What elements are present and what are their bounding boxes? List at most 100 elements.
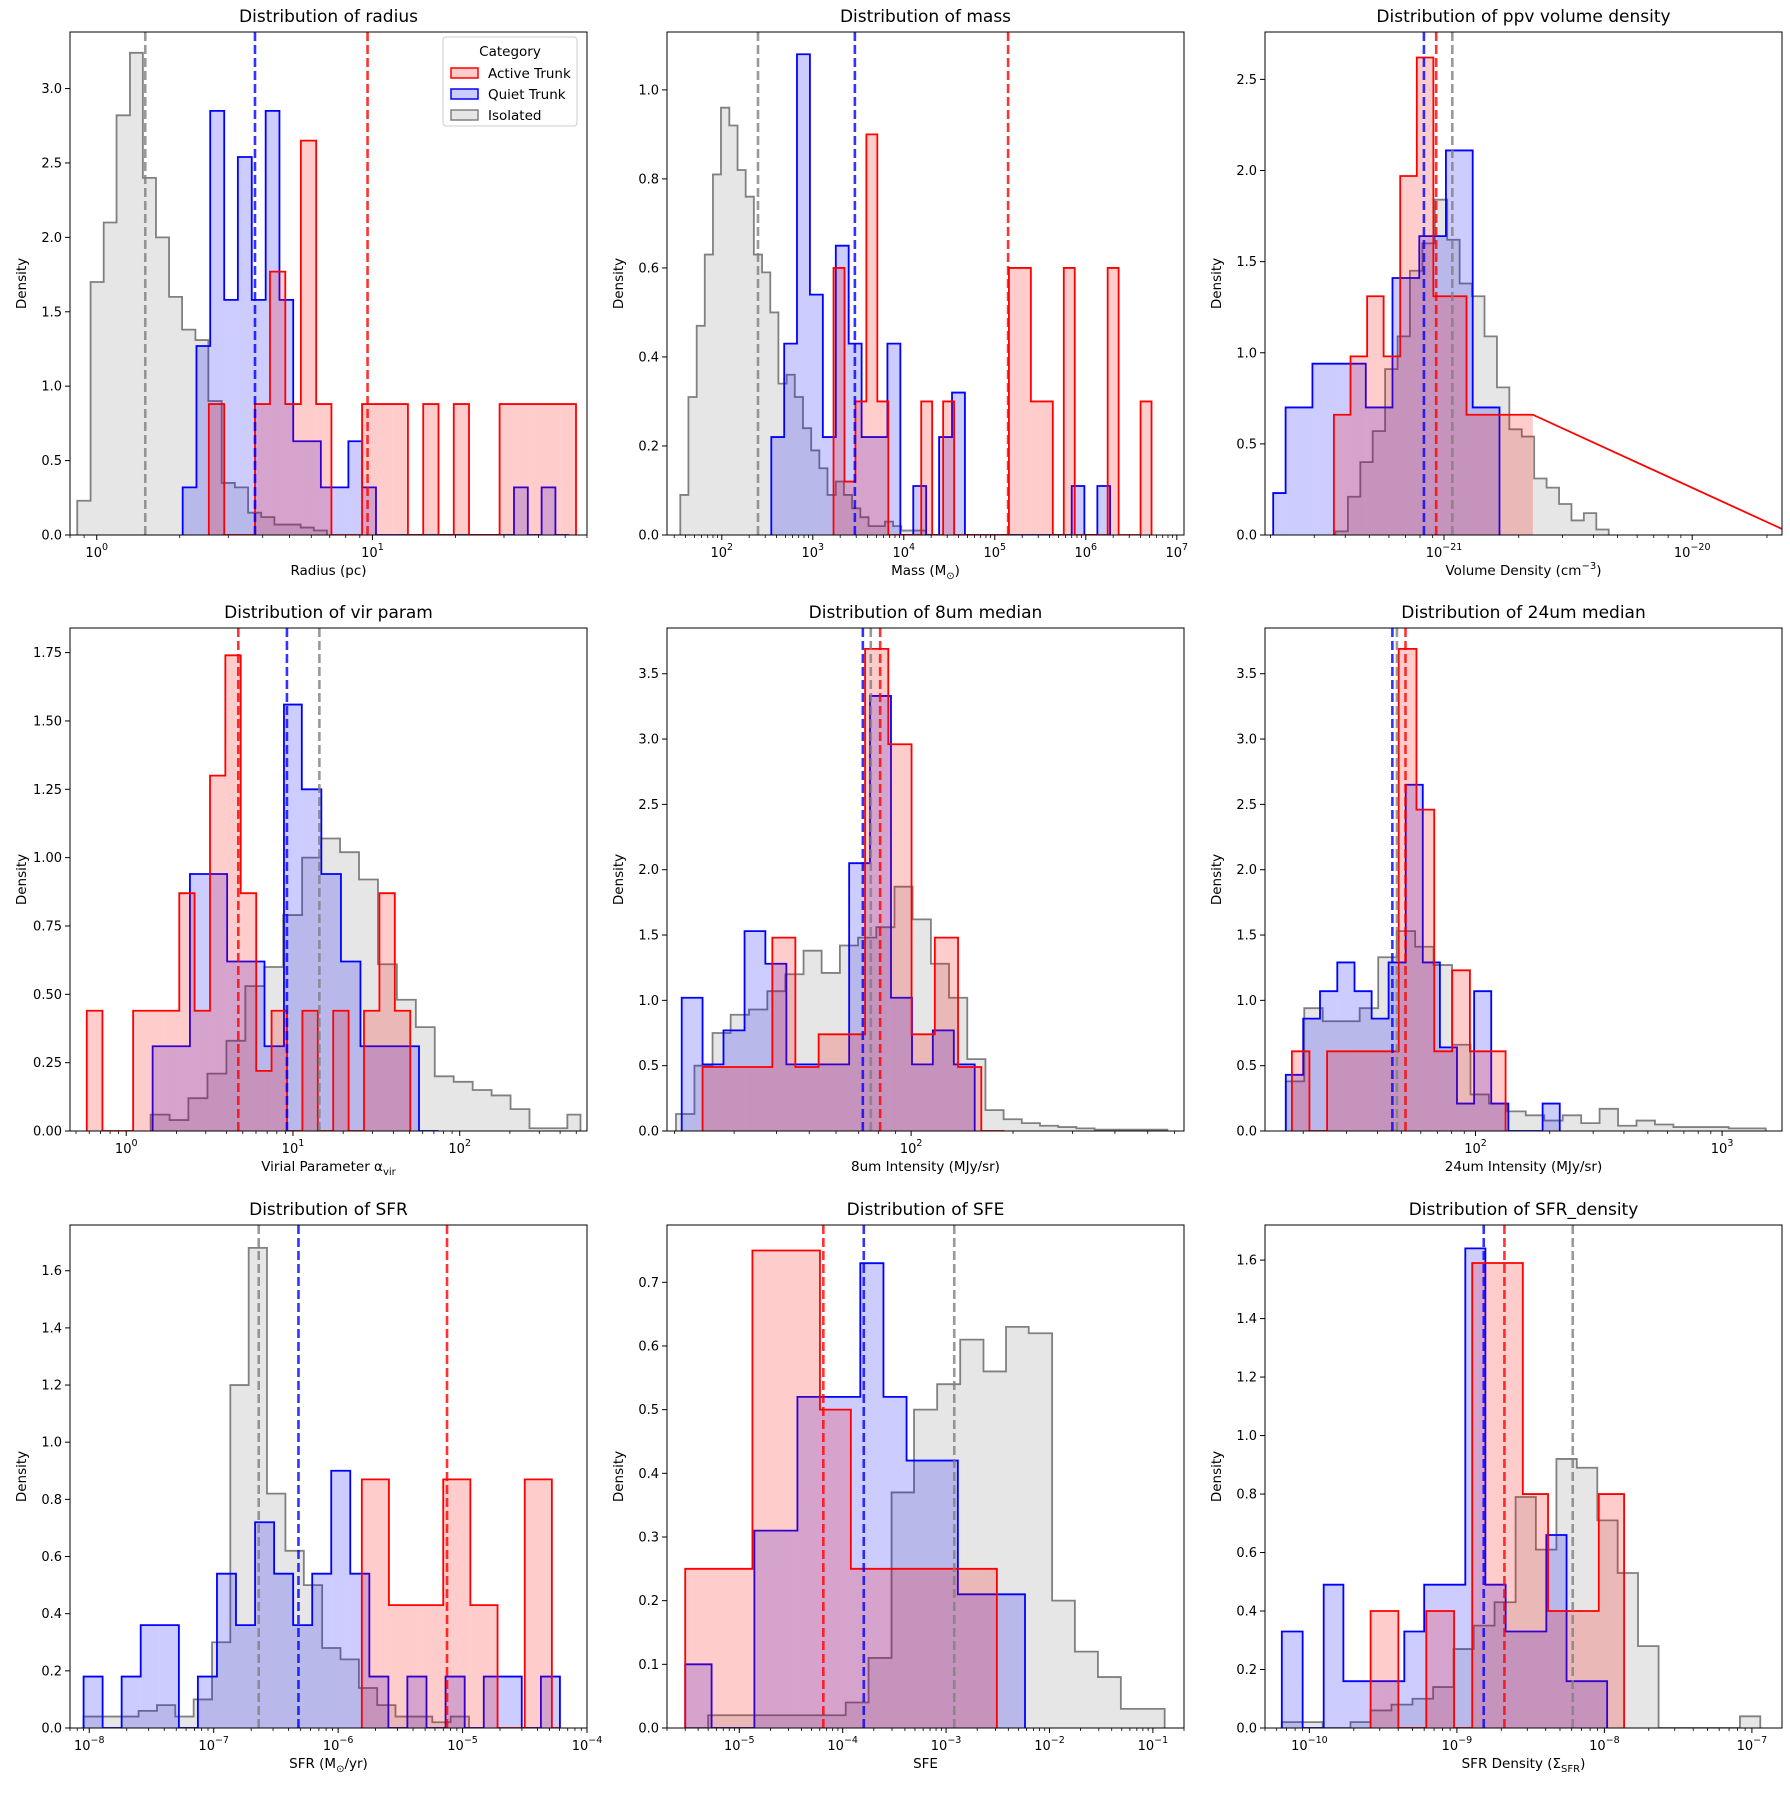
histogram-bar-isolated: [822, 1715, 846, 1728]
histogram-bar-quiet: [159, 1625, 179, 1728]
histogram-bar-active: [361, 1479, 389, 1728]
histogram-bar-active: [1107, 267, 1119, 535]
histogram-bar-quiet: [196, 346, 211, 535]
histogram-bar-isolated: [1747, 1128, 1766, 1131]
subplot-distribution-of-8um-median: 0.0 0.5 1.0 1.5 2.0 2.5 3.0 3.5 102 Distribution …: [611, 603, 1185, 1175]
legend-title: Category: [479, 44, 541, 60]
histogram-outline-quiet: [181, 109, 570, 535]
histogram-bar-isolated: [395, 1716, 414, 1728]
histogram-bar-active: [1041, 401, 1053, 535]
y-tick-label: 2.0: [638, 863, 659, 878]
x-tick-label: 100: [85, 542, 108, 561]
histogram-bar-isolated: [1003, 1119, 1022, 1131]
histogram-bar-isolated: [1535, 1549, 1557, 1728]
histogram-bar-isolated: [453, 1081, 473, 1131]
histogram-bar-isolated: [266, 1493, 286, 1728]
histogram-bar-quiet: [681, 997, 703, 1131]
histogram-bar-isolated: [799, 1715, 823, 1728]
histogram-bar-isolated: [377, 964, 397, 1131]
histogram-bar-active: [1498, 1263, 1523, 1728]
histogram-bar-quiet: [83, 1676, 103, 1728]
histogram-bar-quiet: [906, 1460, 958, 1728]
histogram-bar-active: [958, 1066, 982, 1131]
x-axis: 10−10 10−9 10−8 10−7: [1264, 1728, 1767, 1754]
y-tick-label: 0.5: [41, 454, 62, 469]
histogram-bar-quiet: [1505, 1631, 1526, 1728]
histogram-bar-isolated: [234, 487, 249, 535]
histogram-bar-active: [819, 1409, 851, 1728]
x-axis: 102 103: [1302, 1131, 1733, 1157]
histogram-bar-quiet: [1566, 1681, 1587, 1728]
histogram-bar-quiet: [995, 1594, 1026, 1728]
x-tick-label: 10−1: [1138, 1735, 1169, 1754]
histogram-bar-isolated: [150, 1114, 170, 1131]
histogram-bar-active: [1548, 1611, 1574, 1728]
series-isolated: [149, 837, 582, 1131]
histogram-bar-active: [954, 1568, 997, 1728]
series-active: [1291, 648, 1507, 1131]
histogram-outline-isolated: [679, 106, 927, 535]
subplot-title: Distribution of SFE: [847, 1200, 1005, 1220]
subplot-title: Distribution of SFR_density: [1409, 1200, 1639, 1220]
histogram-bar-isolated: [1494, 1602, 1516, 1728]
histogram-bar-isolated: [432, 1722, 451, 1728]
x-tick-label: 10−2: [1034, 1735, 1065, 1754]
histogram-outline-isolated: [76, 51, 328, 535]
histogram-bar-quiet: [952, 392, 965, 535]
histogram-bar-isolated: [1559, 504, 1572, 535]
histogram-bar-active: [1383, 356, 1401, 535]
y-tick-label: 2.5: [1236, 798, 1257, 813]
histogram-bar-quiet: [786, 1064, 808, 1131]
histogram-bar-active: [470, 1605, 498, 1728]
x-tick-label: 105: [983, 542, 1006, 561]
histogram-bar-quiet: [870, 695, 891, 1131]
histogram-bar-isolated: [720, 107, 730, 535]
histogram-bar-isolated: [803, 950, 822, 1131]
x-tick-label: 102: [900, 1138, 923, 1157]
histogram-bar-isolated: [90, 282, 104, 535]
histogram-bar-isolated: [300, 527, 314, 535]
histogram-bar-active: [749, 1066, 773, 1131]
histogram-bar-quiet: [784, 343, 797, 535]
histogram-bar-isolated: [1691, 1127, 1711, 1131]
histogram-bar-quiet: [887, 343, 901, 535]
histogram-bar-isolated: [688, 397, 697, 535]
histogram-bar-quiet: [140, 1625, 160, 1728]
histogram-outline-active: [684, 1249, 998, 1728]
histogram-bar-active: [560, 404, 577, 535]
histogram-bar-active: [725, 1066, 750, 1131]
y-tick-label: 0.50: [33, 988, 62, 1003]
histogram-bar-quiet: [754, 1530, 798, 1728]
histogram-bar-active: [269, 271, 286, 535]
y-tick-label: 0.6: [638, 1339, 659, 1354]
plot-area: [1272, 32, 1782, 535]
plot-area: [82, 1225, 562, 1728]
y-axis: 0.00 0.25 0.50 0.75 1.00 1.25 1.50 1.75: [33, 646, 70, 1140]
histogram-bar-isolated: [754, 1715, 777, 1728]
y-axis: 0.0 0.5 1.0 1.5 2.0 2.5: [1236, 73, 1265, 544]
y-tick-label: 1.2: [41, 1379, 62, 1394]
histogram-bar-active: [850, 1568, 888, 1728]
series-quiet: [82, 1469, 561, 1728]
x-axis-label: Virial Parameter αvir: [261, 1159, 396, 1178]
y-tick-label: 1.0: [1236, 994, 1257, 1009]
histogram-bar-isolated: [708, 1715, 731, 1728]
histogram-bar-quiet: [541, 487, 556, 535]
histogram-bar-isolated: [785, 974, 804, 1131]
histogram-bar-quiet: [913, 486, 927, 535]
subplot-title: Distribution of SFR: [249, 1200, 408, 1220]
histogram-bar-isolated: [491, 1095, 511, 1131]
histogram-bar-active: [362, 404, 378, 535]
histogram-bar-isolated: [868, 526, 877, 535]
histogram-bar-isolated: [1562, 1115, 1582, 1131]
histogram-bar-isolated: [1372, 431, 1386, 535]
histogram-bar-isolated: [1097, 1677, 1121, 1728]
x-axis-label: Volume Density (cm−3): [1446, 561, 1602, 579]
y-axis: 0.0 0.1 0.2 0.3 0.4 0.5 0.6 0.7: [638, 1276, 667, 1737]
histogram-bar-quiet: [1456, 1103, 1475, 1131]
y-tick-label: 3.0: [1236, 733, 1257, 748]
histogram-bar-isolated: [794, 397, 803, 535]
histogram-bar-quiet: [1546, 1534, 1567, 1728]
